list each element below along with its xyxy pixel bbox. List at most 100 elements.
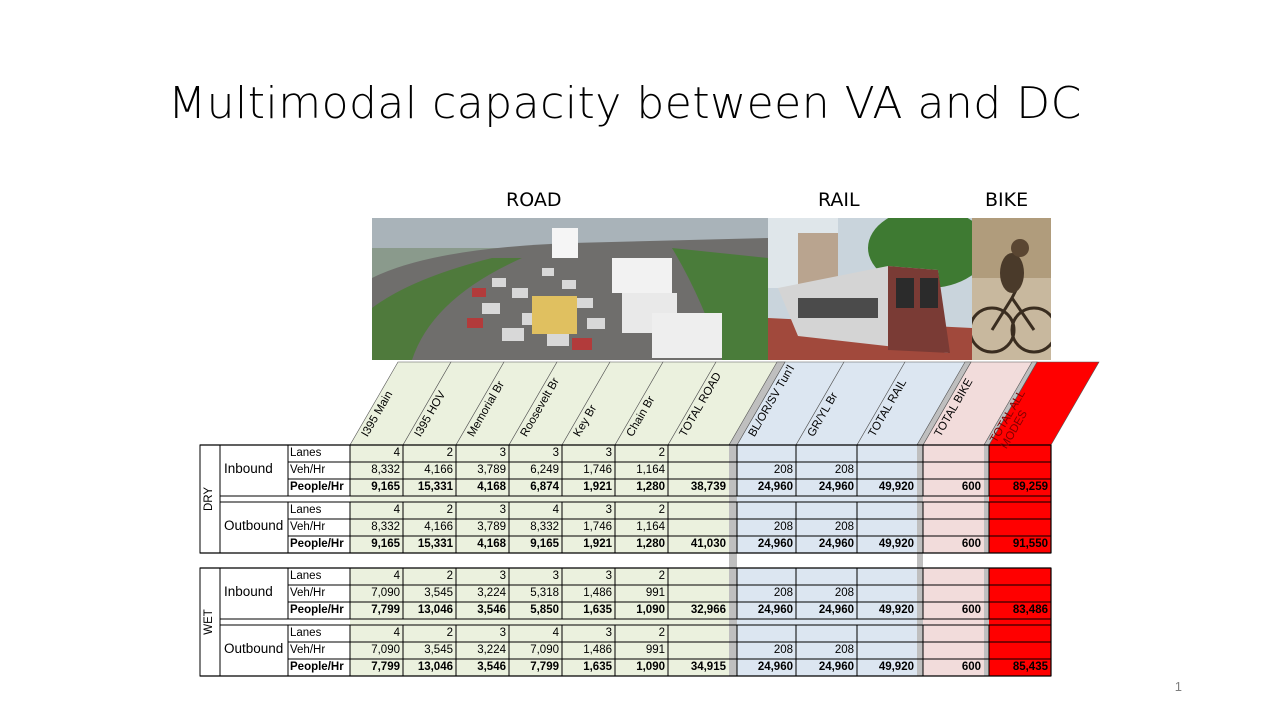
group-separator [917,553,923,568]
data-value: 208 [834,644,854,656]
data-value: 1,486 [583,644,612,656]
data-value: 9,165 [371,538,400,550]
row-label: Lanes [290,447,322,459]
data-value: 1,921 [583,481,612,493]
data-value: 4 [552,504,559,516]
data-value: 2 [446,447,453,459]
data-value: 4 [393,447,400,459]
column-fill [923,568,989,676]
data-value: 3,545 [424,644,453,656]
data-value: 41,030 [690,538,726,550]
data-value [668,446,729,462]
data-value: 49,920 [878,538,914,550]
data-value [668,643,729,659]
data-value: 1,635 [583,661,612,673]
data-value: 208 [834,521,854,533]
column-fill [403,445,456,553]
data-value: 208 [834,587,854,599]
data-value [737,626,796,642]
data-value: 49,920 [878,481,914,493]
data-value: 3 [499,627,506,639]
data-value: 13,046 [417,604,453,616]
column-fill [456,568,509,676]
data-value: 3,545 [424,587,453,599]
data-value [857,643,917,659]
direction-label: Outbound [224,518,284,533]
data-value [923,503,984,519]
data-value [923,520,984,536]
data-value [989,643,1051,659]
condition-label: WET [203,609,215,635]
data-value: 3 [605,627,612,639]
highway-traffic-icon [372,218,768,360]
data-value: 1,280 [636,481,665,493]
column-fill [509,445,562,553]
data-value [668,503,729,519]
data-value: 1,486 [583,587,612,599]
data-value: 24,960 [818,604,854,616]
data-value [668,586,729,602]
data-value [989,586,1051,602]
data-value: 24,960 [818,481,854,493]
data-value [989,626,1051,642]
data-value: 32,966 [690,604,726,616]
data-value: 9,165 [371,481,400,493]
data-value: 1,746 [583,464,612,476]
data-value: 4 [393,627,400,639]
data-value [857,626,917,642]
data-value: 600 [961,604,981,616]
data-value: 49,920 [878,604,914,616]
data-value: 1,090 [636,604,665,616]
data-value: 2 [446,570,453,582]
direction-cell [219,624,289,677]
data-value: 1,635 [583,604,612,616]
row-label: Veh/Hr [290,521,326,533]
column-fill [668,568,737,676]
section-label-bike: BIKE [985,189,1029,211]
rail-train-photo [768,218,972,360]
data-value: 24,960 [757,538,793,550]
data-value: 3,546 [477,604,506,616]
data-value: 49,920 [878,661,914,673]
data-value: 3 [499,447,506,459]
data-value: 85,435 [1012,661,1048,673]
data-value: 600 [961,661,981,673]
data-value: 3 [499,504,506,516]
row-label: People/Hr [290,604,344,616]
data-value: 208 [773,464,793,476]
data-value: 8,332 [371,521,400,533]
column-fill [737,445,796,553]
data-value: 3,546 [477,661,506,673]
data-value: 8,332 [530,521,559,533]
data-value [796,626,857,642]
cyclist-icon [972,218,1051,360]
row-label: People/Hr [290,538,344,550]
row-label: Lanes [290,570,322,582]
data-value: 7,090 [371,644,400,656]
data-value: 3 [499,570,506,582]
data-value: 7,090 [530,644,559,656]
column-fill [989,445,1051,553]
data-value: 3 [552,447,559,459]
data-value [668,520,729,536]
data-value [796,569,857,585]
data-value: 24,960 [757,481,793,493]
data-value [923,586,984,602]
direction-label: Inbound [224,461,273,476]
data-value: 2 [446,504,453,516]
bike-cyclist-photo [972,218,1051,360]
data-value: 6,874 [530,481,559,493]
section-label-road: ROAD [506,189,562,211]
data-value [923,446,984,462]
column-fill [796,445,857,553]
data-value: 2 [658,504,665,516]
slide-number: 1 [1174,679,1182,694]
data-value: 4 [552,627,559,639]
data-value: 91,550 [1012,538,1048,550]
column-fill [456,445,509,553]
data-value [737,503,796,519]
data-value: 24,960 [818,538,854,550]
data-value: 89,259 [1012,481,1048,493]
data-value: 4,168 [477,481,506,493]
